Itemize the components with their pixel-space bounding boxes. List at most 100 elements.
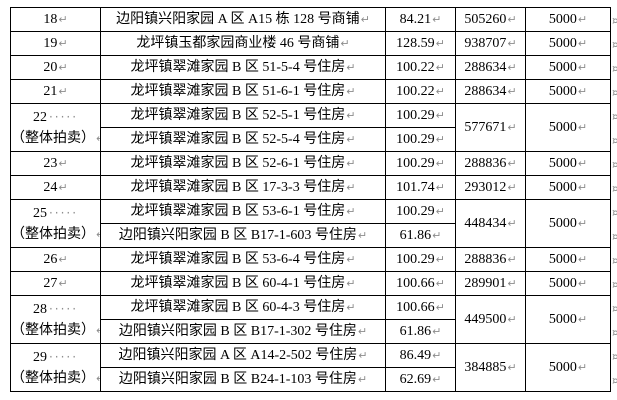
paragraph-mark-icon: ↵ [435,180,445,194]
row-number: 20 [43,59,58,75]
price-cell: 577671↵ [455,103,526,152]
property-desc-cell: 边阳镇兴阳家园 B 区 B24-1-103 号住房↵ [100,367,386,392]
row-number-cell: 23↵ [10,151,101,176]
paragraph-mark-icon: ↵ [360,12,370,26]
deposit-value: 5000 [548,35,577,51]
paragraph-mark-icon: ↵ [58,180,68,194]
paragraph-mark-icon: ↵ [507,312,517,326]
table-row: 21↵ 龙坪镇翠滩家园 B 区 51-6-1 号住房↵ 100.22↵ 288634↵… [10,79,611,104]
deposit-value: 5000 [548,311,577,327]
paragraph-mark-icon: ↵ [435,60,445,74]
area-cell: 100.66↵ [385,295,456,320]
paragraph-mark-icon: ↵ [435,252,445,266]
deposit-cell: 5000↵ [525,295,611,344]
price-value: 288634 [464,83,507,99]
row-number-line: 28 ····· [12,299,100,320]
paragraph-mark-icon: ↵ [435,36,445,50]
row-number-cell: 20↵ [10,55,101,80]
property-desc-cell: 边阳镇兴阳家园 A 区 A14-2-502 号住房↵ [100,343,386,368]
price-cell: 288836↵ [455,247,526,272]
paragraph-mark-icon: ↵ [507,84,517,98]
paragraph-mark-icon: ↵ [58,36,68,50]
paragraph-mark-icon: ↵ [346,252,356,266]
paragraph-mark-icon: ↵ [346,156,356,170]
price-cell: 448434↵ [455,199,526,248]
price-value: 448434 [464,215,507,231]
price-value: 288836 [464,155,507,171]
paragraph-mark-icon: ↵ [432,372,442,386]
row-number-line: 22 ····· [12,107,100,128]
area-cell: 84.21↵ [385,7,456,32]
property-desc: 龙坪镇翠滩家园 B 区 52-5-4 号住房 [130,131,346,147]
paragraph-mark-icon: ↵ [507,12,517,26]
table-row: 23↵ 龙坪镇翠滩家园 B 区 52-6-1 号住房↵ 100.29↵ 288836↵… [10,151,611,176]
paragraph-mark-icon: ↵ [346,204,356,218]
area-value: 100.22 [396,59,435,75]
paragraph-mark-icon: ↵ [435,204,445,218]
space-dots: ····· [48,301,79,316]
paragraph-mark-icon: ↵ [432,348,442,362]
area-value: 100.29 [396,155,435,171]
property-desc: 边阳镇兴阳家园 A 区 A14-2-502 号住房 [118,347,358,363]
paragraph-mark-icon: ↵ [507,276,517,290]
area-cell: 100.29↵ [385,199,456,224]
price-value: 288634 [464,59,507,75]
row-number: 25 [32,205,47,221]
end-of-row-mark-icon: ¤ [612,229,617,243]
property-desc: 龙坪镇翠滩家园 B 区 52-5-1 号住房 [130,107,346,123]
paragraph-mark-icon: ↵ [577,216,588,230]
property-desc-cell: 龙坪镇翠滩家园 B 区 53-6-1 号住房↵ [100,199,386,224]
area-cell: 61.86↵ [385,319,456,344]
paragraph-mark-icon: ↵ [96,324,100,337]
group-label-line: （整体拍卖）↵ [12,224,100,245]
deposit-value: 5000 [548,155,577,171]
deposit-value: 5000 [548,59,577,75]
property-desc-cell: 龙坪镇翠滩家园 B 区 60-4-3 号住房↵ [100,295,386,320]
area-value: 86.49 [399,347,432,363]
deposit-cell: 5000↵ [525,31,611,56]
row-number: 23 [43,155,58,171]
paragraph-mark-icon: ↵ [507,120,517,134]
row-number-cell: 18↵ [10,7,101,32]
row-number-line: 25 ····· [12,203,100,224]
property-desc-cell: 龙坪镇翠滩家园 B 区 53-6-4 号住房↵ [100,247,386,272]
price-value: 288836 [464,251,507,267]
area-value: 62.69 [399,371,432,387]
paragraph-mark-icon: ↵ [577,312,588,326]
paragraph-mark-icon: ↵ [96,372,100,385]
table-row: 18↵ 边阳镇兴阳家园 A 区 A15 栋 128 号商铺↵ 84.21↵ 50526… [10,7,611,32]
end-of-row-mark-icon: ¤ [612,181,617,195]
price-value: 449500 [464,311,507,327]
paragraph-mark-icon: ↵ [577,156,588,170]
table-row: 24↵ 龙坪镇翠滩家园 B 区 17-3-3 号住房↵ 101.74↵ 293012↵… [10,175,611,200]
price-cell: 384885↵ [455,343,526,392]
paragraph-mark-icon: ↵ [577,60,588,74]
row-number: 19 [43,35,58,51]
paragraph-mark-icon: ↵ [357,324,368,338]
property-desc: 龙坪镇翠滩家园 B 区 60-4-1 号住房 [130,275,346,291]
paragraph-mark-icon: ↵ [577,12,588,26]
paragraph-mark-icon: ↵ [358,348,368,362]
paragraph-mark-icon: ↵ [507,252,517,266]
table-row: 19↵ 龙坪镇玉都家园商业楼 46 号商铺↵ 128.59↵ 938707↵ 5000↵ [10,31,611,56]
paragraph-mark-icon: ↵ [96,132,100,145]
property-desc-cell: 龙坪镇翠滩家园 B 区 17-3-3 号住房↵ [100,175,386,200]
paragraph-mark-icon: ↵ [346,180,356,194]
row-number: 24 [43,179,58,195]
paragraph-mark-icon: ↵ [432,228,442,242]
area-value: 128.59 [396,35,435,51]
price-value: 505260 [464,11,507,27]
area-value: 61.86 [399,323,432,339]
group-label: （整体拍卖） [11,322,96,338]
area-value: 100.66 [396,275,435,291]
property-desc: 边阳镇兴阳家园 A 区 A15 栋 128 号商铺 [116,11,360,27]
property-desc: 龙坪镇翠滩家园 B 区 51-6-1 号住房 [130,83,346,99]
property-desc: 边阳镇兴阳家园 B 区 B17-1-603 号住房 [118,227,357,243]
price-cell: 449500↵ [455,295,526,344]
paragraph-mark-icon: ↵ [58,60,68,74]
deposit-cell: 5000↵ [525,151,611,176]
price-cell: 288634↵ [455,55,526,80]
price-value: 289901 [464,275,507,291]
group-label-line: （整体拍卖）↵ [12,368,100,389]
end-of-row-mark-icon: ¤ [612,109,617,123]
